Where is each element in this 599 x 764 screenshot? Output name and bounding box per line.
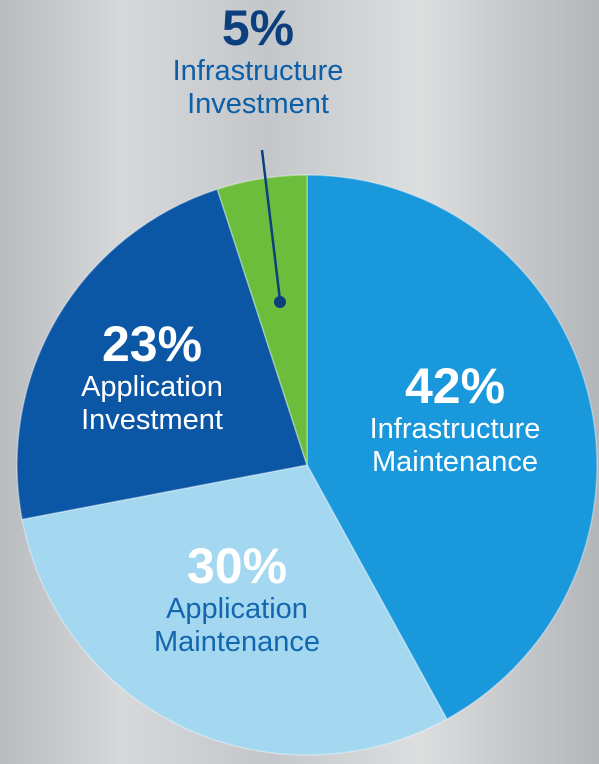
- value-label: 42%: [404, 358, 506, 414]
- slice-label: 23% Application Investment: [47, 318, 257, 437]
- slice-label: 30% Application Maintenance: [122, 540, 352, 659]
- category-label: Application Investment: [81, 370, 223, 436]
- category-label: Infrastructure Maintenance: [369, 412, 541, 478]
- value-label: 5%: [221, 0, 295, 56]
- value-label: 23%: [101, 316, 203, 372]
- slice-label: 5% Infrastructure Investment: [128, 2, 388, 121]
- pie-slice: [216, 174, 308, 466]
- category-label: Application Maintenance: [153, 592, 321, 658]
- pie-slice: [16, 188, 308, 521]
- pie-slice: [306, 174, 598, 721]
- leader-dot: [274, 296, 286, 308]
- pie-slice: [21, 464, 448, 756]
- leader-line: [260, 149, 282, 301]
- value-label: 30%: [186, 538, 288, 594]
- category-label: Infrastructure Investment: [172, 54, 344, 120]
- slice-label: 42% Infrastructure Maintenance: [340, 360, 570, 479]
